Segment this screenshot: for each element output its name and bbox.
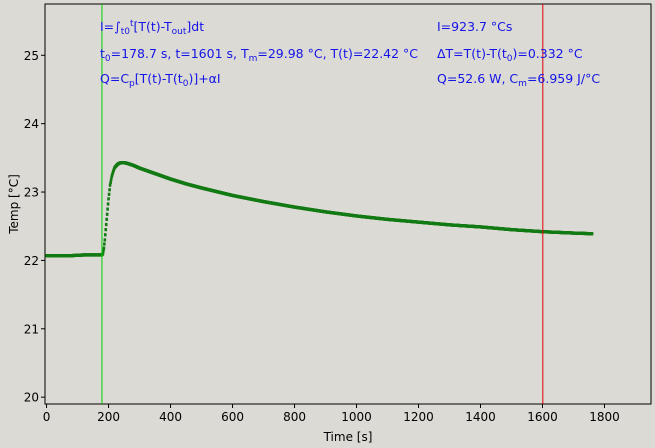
x-tick-label: 0 bbox=[43, 410, 51, 424]
data-point bbox=[102, 249, 105, 253]
data-point bbox=[105, 217, 108, 221]
data-point bbox=[109, 180, 112, 185]
vertical-markers bbox=[101, 4, 544, 404]
power-and-heat-capacity: Q=52.6 W, Cm=6.959 J/°C bbox=[437, 71, 601, 89]
data-point bbox=[590, 232, 594, 236]
plot-area bbox=[44, 3, 652, 405]
data-point bbox=[103, 238, 107, 242]
data-layer bbox=[45, 161, 594, 258]
y-tick-label: 22 bbox=[24, 254, 39, 268]
x-tick-label: 1200 bbox=[403, 410, 434, 424]
x-tick-label: 800 bbox=[283, 410, 306, 424]
y-tick-label: 24 bbox=[24, 117, 39, 131]
data-point bbox=[104, 222, 108, 227]
data-point bbox=[110, 175, 113, 179]
data-point bbox=[111, 171, 114, 175]
data-point bbox=[108, 188, 111, 192]
data-point bbox=[105, 212, 109, 216]
data-point bbox=[109, 178, 113, 182]
x-tick-label: 1800 bbox=[589, 410, 620, 424]
series-0 bbox=[45, 161, 594, 258]
data-point bbox=[108, 183, 112, 187]
x-tick-label: 600 bbox=[221, 410, 244, 424]
integral-definition: I=∫t0t[T(t)-Tout]dt bbox=[100, 19, 205, 37]
data-point bbox=[107, 192, 111, 196]
data-point bbox=[104, 228, 108, 232]
x-tick-label: 1400 bbox=[465, 410, 496, 424]
x-axis-label: Time [s] bbox=[323, 430, 373, 444]
temperature-difference: ΔT=T(t)-T(t0)=0.332 °C bbox=[437, 46, 583, 64]
x-tick-label: 200 bbox=[97, 410, 120, 424]
data-point bbox=[106, 202, 110, 206]
data-point bbox=[103, 242, 106, 246]
data-point bbox=[101, 251, 105, 256]
data-point bbox=[107, 197, 110, 201]
heat-equation: Q=Cp[T(t)-T(t0)]+αI bbox=[100, 71, 221, 89]
x-tick-label: 1000 bbox=[341, 410, 372, 424]
x-tick-label: 1600 bbox=[527, 410, 558, 424]
y-tick-label: 21 bbox=[24, 322, 39, 336]
y-axis-label: Temp [°C] bbox=[7, 174, 21, 235]
y-tick-label: 25 bbox=[24, 49, 39, 63]
data-point bbox=[106, 207, 109, 211]
data-point bbox=[110, 173, 114, 177]
integral-value: I=923.7 °Cs bbox=[437, 19, 513, 34]
y-tick-label: 20 bbox=[24, 391, 39, 405]
x-tick-label: 400 bbox=[159, 410, 182, 424]
data-point bbox=[102, 246, 106, 250]
axis-ticks: 0 200 400 600 800 1000 1200 1400 1600 1800 20 21 22 2… bbox=[24, 49, 620, 424]
measurement-parameters: t0=178.7 s, t=1601 s, Tm=29.98 °C, T(t)=… bbox=[100, 46, 419, 64]
data-point bbox=[103, 233, 107, 237]
y-tick-label: 23 bbox=[24, 186, 39, 200]
